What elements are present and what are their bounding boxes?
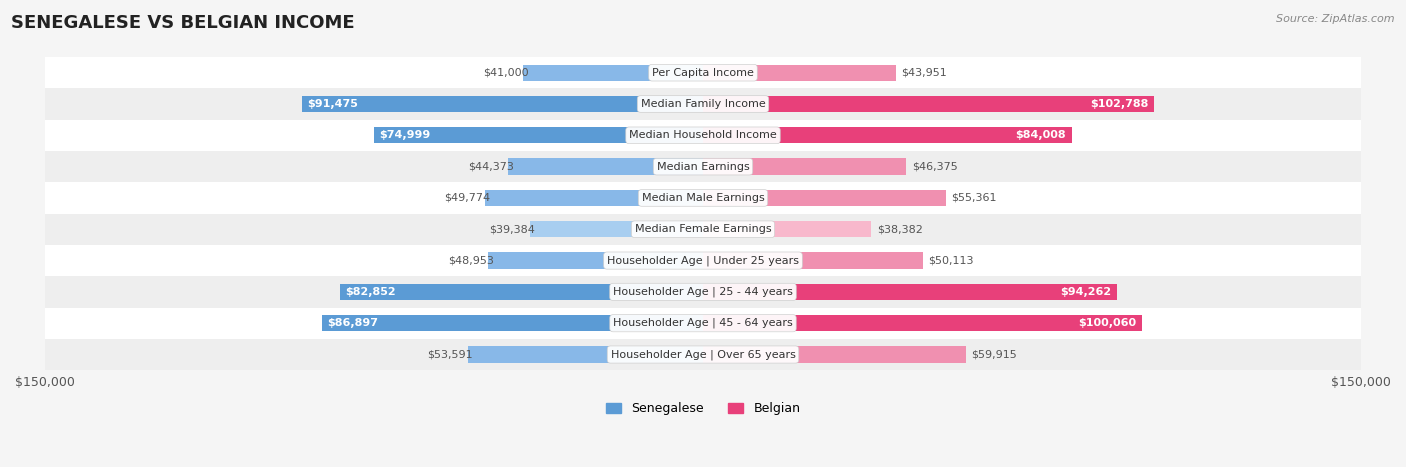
Text: $82,852: $82,852 xyxy=(344,287,395,297)
Bar xyxy=(45,308,1361,339)
Text: $38,382: $38,382 xyxy=(877,224,922,234)
Text: $46,375: $46,375 xyxy=(911,162,957,172)
Text: Householder Age | 45 - 64 years: Householder Age | 45 - 64 years xyxy=(613,318,793,328)
Text: Householder Age | Under 25 years: Householder Age | Under 25 years xyxy=(607,255,799,266)
Bar xyxy=(45,182,1361,213)
Bar xyxy=(339,284,703,300)
Bar xyxy=(703,96,1154,112)
Bar xyxy=(509,158,703,175)
Text: Median Family Income: Median Family Income xyxy=(641,99,765,109)
Text: Per Capita Income: Per Capita Income xyxy=(652,68,754,78)
Bar xyxy=(468,347,703,363)
Text: Source: ZipAtlas.com: Source: ZipAtlas.com xyxy=(1277,14,1395,24)
Legend: Senegalese, Belgian: Senegalese, Belgian xyxy=(600,397,806,420)
Text: SENEGALESE VS BELGIAN INCOME: SENEGALESE VS BELGIAN INCOME xyxy=(11,14,354,32)
Bar xyxy=(703,158,907,175)
Text: Householder Age | Over 65 years: Householder Age | Over 65 years xyxy=(610,349,796,360)
Text: $86,897: $86,897 xyxy=(328,318,378,328)
Text: $48,953: $48,953 xyxy=(447,255,494,266)
Bar xyxy=(703,190,946,206)
Text: $41,000: $41,000 xyxy=(482,68,529,78)
Bar xyxy=(703,347,966,363)
Text: Householder Age | 25 - 44 years: Householder Age | 25 - 44 years xyxy=(613,287,793,297)
Text: $94,262: $94,262 xyxy=(1060,287,1111,297)
Bar xyxy=(45,276,1361,308)
Bar xyxy=(322,315,703,332)
Text: $50,113: $50,113 xyxy=(928,255,973,266)
Text: $49,774: $49,774 xyxy=(444,193,489,203)
Bar xyxy=(485,190,703,206)
Text: $91,475: $91,475 xyxy=(307,99,359,109)
Text: Median Household Income: Median Household Income xyxy=(628,130,778,140)
Bar xyxy=(703,127,1071,143)
Text: $43,951: $43,951 xyxy=(901,68,946,78)
Text: $102,788: $102,788 xyxy=(1090,99,1149,109)
Bar xyxy=(45,57,1361,88)
Bar xyxy=(488,253,703,269)
Text: $74,999: $74,999 xyxy=(380,130,430,140)
Bar xyxy=(45,339,1361,370)
Bar xyxy=(703,253,922,269)
Bar xyxy=(703,221,872,237)
Text: Median Female Earnings: Median Female Earnings xyxy=(634,224,772,234)
Text: $44,373: $44,373 xyxy=(468,162,513,172)
Bar xyxy=(374,127,703,143)
Text: Median Male Earnings: Median Male Earnings xyxy=(641,193,765,203)
Bar xyxy=(703,64,896,81)
Bar xyxy=(45,151,1361,182)
Bar xyxy=(45,213,1361,245)
Bar xyxy=(530,221,703,237)
Text: $59,915: $59,915 xyxy=(972,349,1017,360)
Bar xyxy=(45,120,1361,151)
Bar xyxy=(703,315,1142,332)
Text: $53,591: $53,591 xyxy=(427,349,474,360)
Text: $84,008: $84,008 xyxy=(1015,130,1066,140)
Bar xyxy=(523,64,703,81)
Text: $100,060: $100,060 xyxy=(1078,318,1136,328)
Bar xyxy=(703,284,1116,300)
Text: $39,384: $39,384 xyxy=(489,224,536,234)
Bar xyxy=(302,96,703,112)
Text: Median Earnings: Median Earnings xyxy=(657,162,749,172)
Bar xyxy=(45,245,1361,276)
Text: $55,361: $55,361 xyxy=(950,193,997,203)
Bar xyxy=(45,88,1361,120)
